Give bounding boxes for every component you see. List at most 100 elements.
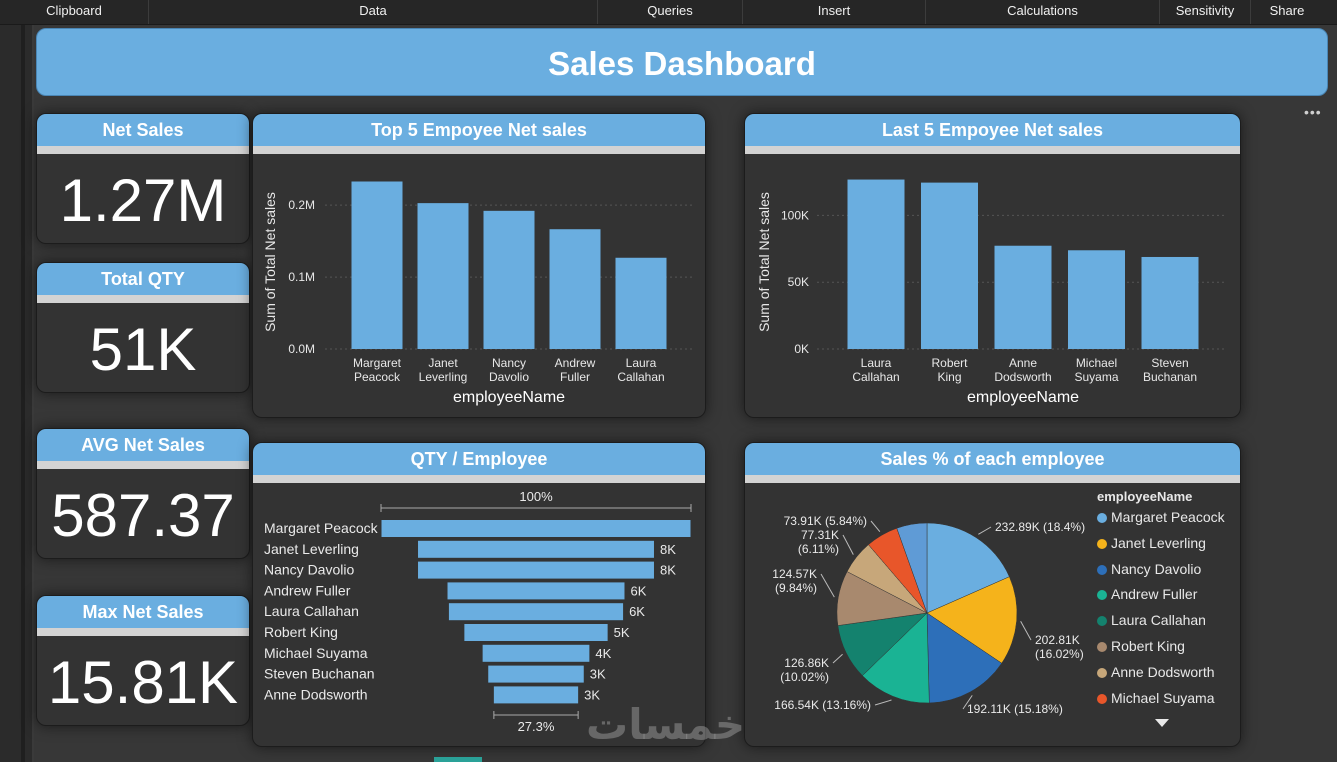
- bar: [994, 245, 1052, 349]
- funnel-bar: [381, 520, 691, 537]
- funnel-category-label: Laura Callahan: [264, 603, 359, 619]
- kpi-card-net-sales[interactable]: Net Sales 1.27M: [36, 113, 250, 244]
- pie-leader-line: [832, 653, 843, 664]
- x-tick-label: Margaret: [353, 356, 402, 370]
- funnel-bar: [493, 686, 579, 704]
- funnel-category-label: Nancy Davolio: [264, 562, 354, 578]
- legend-item[interactable]: Margaret Peacock: [1097, 509, 1225, 525]
- pie-leader-line: [962, 695, 973, 710]
- ribbon-tab-share[interactable]: Share: [1269, 3, 1305, 18]
- funnel-bar: [447, 582, 625, 600]
- kpi-card-total-qty[interactable]: Total QTY 51K: [36, 262, 250, 393]
- legend-marker: [1097, 590, 1107, 601]
- ribbon-tab-queries[interactable]: Queries: [598, 0, 743, 24]
- x-tick-label: Buchanan: [1143, 370, 1197, 384]
- page-tab-indicator[interactable]: [434, 757, 482, 762]
- ribbon-tab-data[interactable]: Data: [149, 0, 598, 24]
- top5-chart-card[interactable]: Top 5 Empoyee Net sales 0.0M 0.1M 0.2M Marg…: [252, 113, 706, 418]
- kpi-title-underline: [37, 461, 249, 469]
- y-tick-label: 100K: [781, 208, 809, 222]
- last5-chart-card[interactable]: Last 5 Empoyee Net sales 0K 50K 100K Laura C…: [744, 113, 1241, 418]
- x-tick-label: King: [937, 370, 961, 384]
- legend-marker: [1097, 693, 1107, 704]
- pie-data-label: 202.81K: [1035, 633, 1080, 647]
- y-tick-label: 0K: [794, 342, 809, 356]
- legend-item[interactable]: Michael Suyama: [1097, 690, 1215, 706]
- x-tick-label: Michael: [1076, 356, 1117, 370]
- watermark: خمسات: [586, 700, 746, 749]
- bar: [615, 257, 667, 349]
- pie-slice: [862, 612, 930, 704]
- kpi-card-max-net-sales[interactable]: Max Net Sales 15.81K: [36, 595, 250, 726]
- y-axis-title: Sum of Total Net sales: [262, 192, 278, 332]
- bar: [1068, 250, 1125, 349]
- pie-slice: [926, 576, 1018, 664]
- bar: [351, 181, 403, 349]
- y-tick-label: 0.1M: [288, 270, 315, 284]
- chart-title-underline: [253, 146, 705, 154]
- pie-data-label: 166.54K (13.16%): [774, 698, 871, 712]
- legend-item[interactable]: Robert King: [1097, 638, 1185, 654]
- funnel-category-label: Robert King: [264, 624, 338, 640]
- bar: [549, 229, 601, 349]
- y-axis-title: Sum of Total Net sales: [756, 192, 772, 332]
- kpi-value: 1.27M: [59, 167, 227, 234]
- pie-leader-line: [978, 526, 992, 535]
- legend-item[interactable]: Laura Callahan: [1097, 612, 1206, 628]
- legend-title: employeeName: [1097, 489, 1193, 504]
- chart-title-underline: [745, 475, 1240, 483]
- x-tick-label: Janet: [428, 356, 458, 370]
- legend-item[interactable]: Andrew Fuller: [1097, 586, 1197, 602]
- pie-leader-line: [820, 573, 835, 598]
- funnel-category-label: Andrew Fuller: [264, 582, 351, 598]
- funnel-value-label: 6K: [630, 583, 646, 598]
- x-tick-label: Dodsworth: [994, 370, 1051, 384]
- kpi-value: 15.81K: [47, 649, 239, 716]
- pie-slice: [926, 522, 1010, 614]
- x-tick-label: Peacock: [354, 370, 401, 384]
- ribbon-tab-calculations[interactable]: Calculations: [926, 0, 1160, 24]
- bar: [921, 182, 978, 349]
- x-tick-label: Callahan: [852, 370, 899, 384]
- chart-title: Sales % of each employee: [745, 443, 1240, 475]
- x-tick-label: Nancy: [492, 356, 526, 370]
- legend-label: Laura Callahan: [1111, 612, 1206, 629]
- legend-item[interactable]: Nancy Davolio: [1097, 561, 1201, 577]
- ribbon-tab-sensitivity[interactable]: Sensitivity: [1160, 0, 1251, 24]
- x-tick-label: Steven: [1151, 356, 1188, 370]
- x-tick-label: Callahan: [617, 370, 664, 384]
- funnel-value-label: 3K: [584, 687, 600, 702]
- legend-label: Anne Dodsworth: [1111, 663, 1215, 680]
- funnel-top-percent: 100%: [519, 489, 553, 504]
- legend-label: Nancy Davolio: [1111, 560, 1202, 577]
- ribbon-tab-insert[interactable]: Insert: [743, 0, 926, 24]
- caret-down-icon[interactable]: [1155, 719, 1169, 727]
- qty-funnel-chart: 100% Margaret Peacock Janet Leverling 8K Nan…: [264, 489, 692, 734]
- kpi-value: 51K: [89, 316, 197, 383]
- kpi-title-underline: [37, 146, 249, 154]
- legend-marker: [1097, 564, 1107, 575]
- ribbon-tab-clipboard[interactable]: Clipboard: [0, 0, 149, 24]
- chart-title: Top 5 Empoyee Net sales: [253, 114, 705, 146]
- legend-marker: [1097, 616, 1107, 627]
- funnel-bar: [418, 561, 654, 579]
- kpi-card-avg-net-sales[interactable]: AVG Net Sales 587.37: [36, 428, 250, 559]
- kpi-title-underline: [37, 628, 249, 636]
- legend-item[interactable]: Anne Dodsworth: [1097, 664, 1215, 680]
- pie-data-label: (10.02%): [780, 670, 829, 684]
- qty-funnel-card[interactable]: QTY / Employee 100% Margaret Peacock Janet…: [252, 442, 706, 747]
- ellipsis-icon[interactable]: •••: [1304, 104, 1322, 120]
- funnel-bar: [464, 624, 608, 641]
- funnel-bar: [418, 540, 654, 558]
- sales-pie-chart: 232.89K (18.4%) 202.81K(16.02%) 192.11K (1…: [772, 514, 1085, 716]
- legend-label: Michael Suyama: [1111, 689, 1215, 706]
- sales-pie-card[interactable]: Sales % of each employee 232.89K (18.4%)…: [744, 442, 1241, 747]
- funnel-category-label: Margaret Peacock: [264, 520, 379, 536]
- left-pane-divider[interactable]: [21, 25, 25, 762]
- x-tick-label: Anne: [1009, 356, 1037, 370]
- kpi-title: AVG Net Sales: [37, 429, 249, 461]
- legend-item[interactable]: Janet Leverling: [1097, 535, 1206, 551]
- pie-leader-line: [874, 699, 892, 706]
- chart-title-underline: [253, 475, 705, 483]
